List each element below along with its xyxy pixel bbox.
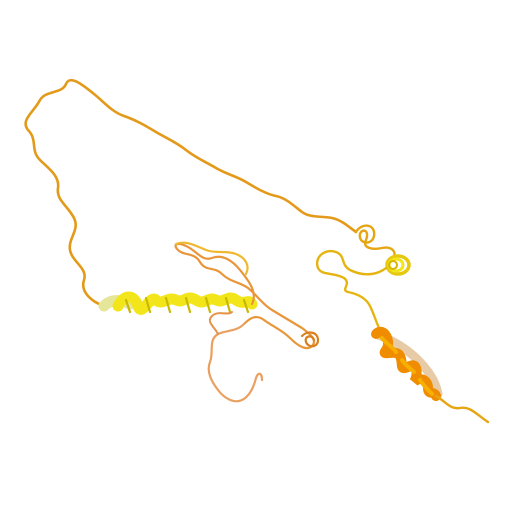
helix-left-yellow [98, 291, 258, 315]
helix-right-orange [371, 327, 443, 401]
coil-loop-left [24, 78, 358, 308]
coil-right-loop [315, 249, 388, 332]
coil-knot-upper [354, 224, 396, 258]
coil-small-loop [300, 331, 320, 348]
coil-right-tail [434, 394, 490, 424]
helix-small-right [385, 254, 411, 276]
coil-tangle-upper [174, 241, 249, 276]
coil-lower-branch [208, 311, 233, 335]
coil-tangle-center [174, 242, 316, 350]
